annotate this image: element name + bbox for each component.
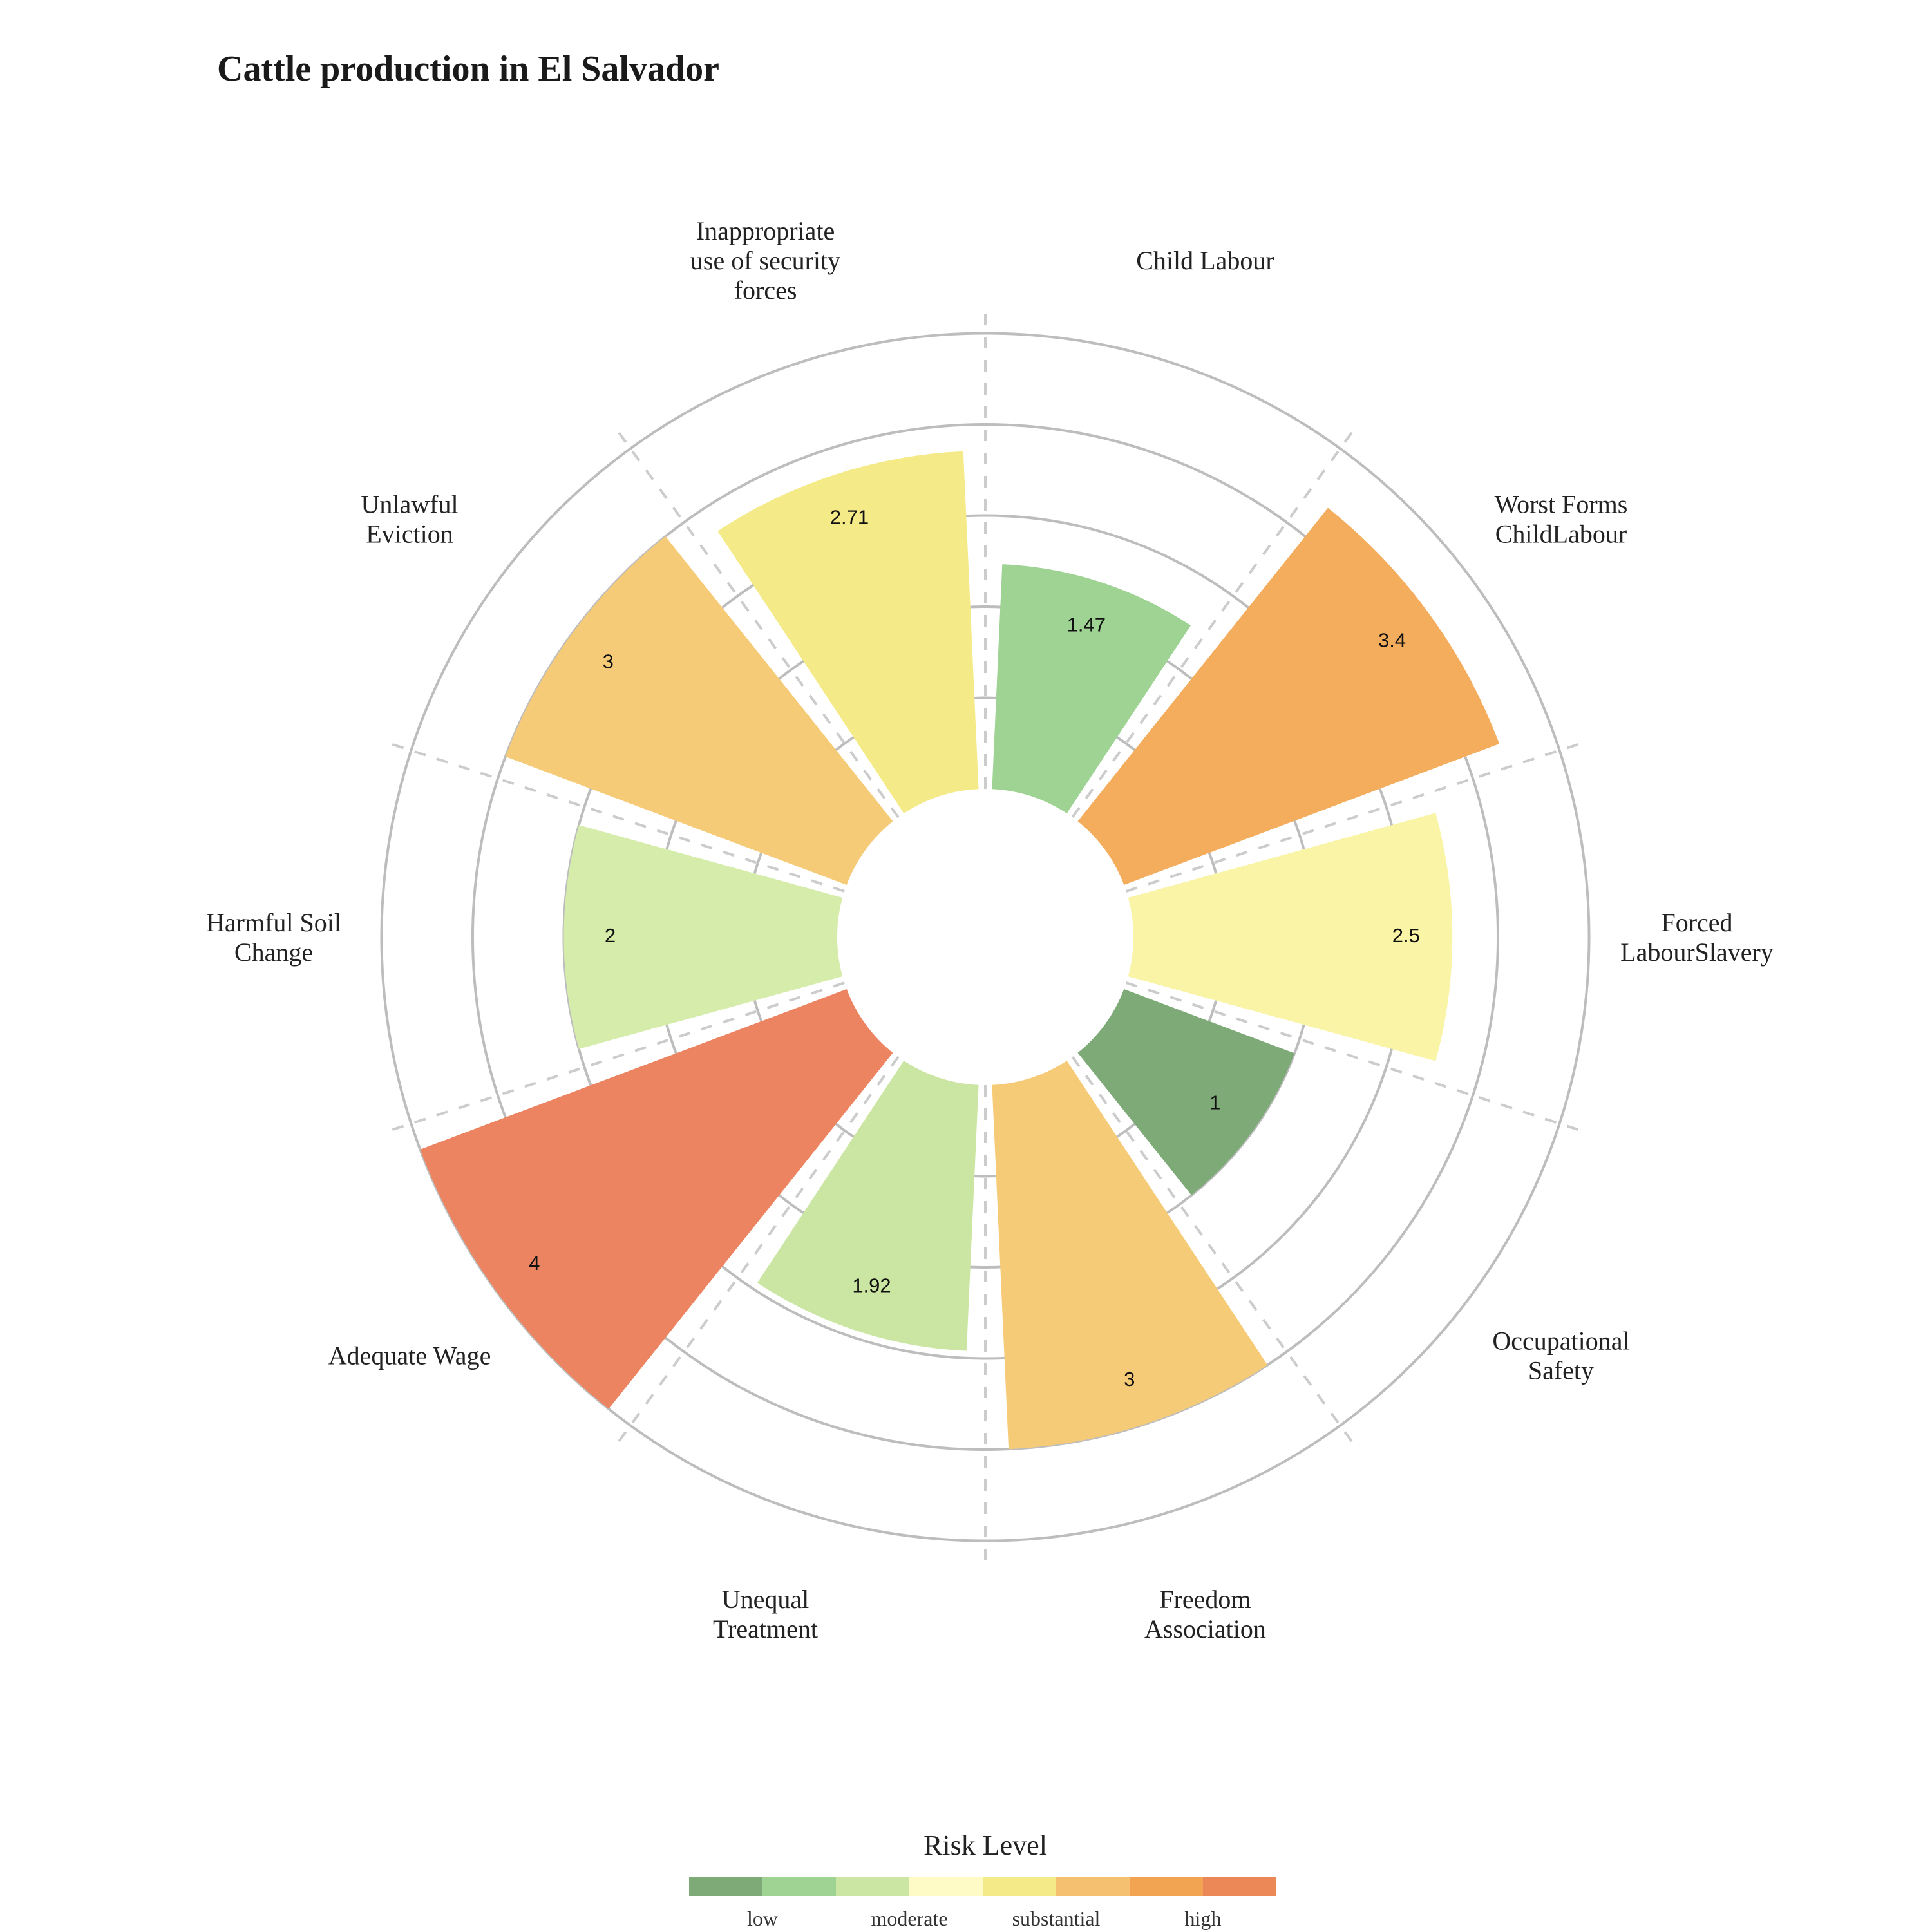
category-label-line: Association (1144, 1615, 1266, 1643)
category-label-8: Unlawful Eviction (361, 489, 458, 548)
legend-swatch-4 (983, 1877, 1056, 1896)
legend-label-0: low (747, 1907, 778, 1930)
value-label-5: 1.92 (852, 1274, 891, 1296)
value-labels: 1.47 3.4 2.5 1 3 1.92 4 2 3 2.71 (529, 506, 1420, 1390)
legend-swatches (689, 1877, 1276, 1896)
value-label-0: 1.47 (1067, 613, 1106, 636)
bar-0 (992, 564, 1191, 813)
category-label-line: Inappropriate (696, 216, 835, 245)
bar-1 (1077, 507, 1500, 886)
legend-swatch-5 (1056, 1877, 1130, 1896)
chart-title: Cattle production in El Salvador (217, 49, 719, 89)
bar-9 (717, 451, 979, 813)
category-label-line: Safety (1528, 1356, 1594, 1385)
category-label-line: use of security (690, 246, 840, 275)
category-label-9: Inappropriate use of security forces (690, 216, 840, 305)
legend-swatch-3 (909, 1877, 983, 1896)
legend-label-1: moderate (871, 1907, 947, 1930)
grid-circle-4 (380, 332, 1591, 1542)
value-label-9: 2.71 (830, 506, 869, 529)
legend-swatch-6 (1130, 1877, 1203, 1896)
value-label-1: 3.4 (1378, 629, 1406, 651)
bar-7 (564, 825, 843, 1049)
bar-6 (420, 989, 893, 1409)
category-label-line: LabourSlavery (1620, 938, 1774, 967)
category-label-line: Worst Forms (1495, 489, 1628, 518)
bar-3 (1077, 989, 1295, 1195)
spoke-line-0 (1071, 425, 1358, 819)
bar-8 (505, 536, 893, 886)
category-label-line: Unequal (722, 1585, 810, 1614)
spoke-line-8 (613, 425, 900, 819)
category-label-3: Occupational Safety (1492, 1327, 1629, 1385)
legend-swatch-1 (762, 1877, 836, 1896)
category-label-line: Eviction (366, 519, 453, 548)
category-label-7: Harmful Soil Change (206, 908, 341, 967)
category-label-4: Freedom Association (1144, 1585, 1266, 1643)
category-label-line: Change (234, 938, 313, 967)
category-label-line: Occupational (1492, 1327, 1629, 1356)
legend-label-3: high (1185, 1907, 1222, 1930)
legend-swatch-2 (836, 1877, 909, 1896)
bar-5 (757, 1061, 979, 1351)
category-label-line: Child Labour (1136, 246, 1274, 275)
value-label-4: 3 (1124, 1368, 1135, 1390)
category-label-line: Unlawful (361, 489, 458, 518)
category-labels: Child Labour Worst Forms ChildLabour Forced… (206, 216, 1774, 1643)
category-label-2: Forced LabourSlavery (1620, 908, 1774, 967)
category-label-5: Unequal Treatment (713, 1585, 818, 1643)
category-label-line: forces (734, 276, 797, 305)
category-label-line: Forced (1661, 908, 1732, 937)
legend-swatch-7 (1203, 1877, 1276, 1896)
category-label-6: Adequate Wage (328, 1341, 491, 1370)
spoke-line-2 (1126, 981, 1586, 1133)
legend-title: Risk Level (923, 1830, 1047, 1861)
spoke-line-7 (384, 741, 845, 893)
category-label-line: Treatment (713, 1615, 818, 1643)
category-label-line: Freedom (1159, 1585, 1251, 1614)
category-label-line: Adequate Wage (328, 1341, 491, 1370)
value-label-2: 2.5 (1392, 924, 1420, 947)
angular-spokes (384, 306, 1586, 1568)
category-label-0: Child Labour (1136, 246, 1274, 275)
legend-swatch-0 (689, 1877, 762, 1896)
risk-legend: Risk Level low moderate substantial high (689, 1830, 1276, 1930)
category-label-line: ChildLabour (1495, 519, 1627, 548)
grid-circle-3 (471, 422, 1500, 1452)
value-label-6: 4 (529, 1252, 540, 1274)
spoke-line-3 (1071, 1056, 1358, 1449)
category-label-line: Harmful Soil (206, 908, 341, 937)
spoke-line-5 (613, 1056, 900, 1449)
bars (420, 451, 1500, 1450)
value-label-8: 3 (603, 650, 614, 673)
legend-labels: low moderate substantial high (747, 1907, 1221, 1930)
bar-2 (1128, 813, 1453, 1061)
value-label-3: 1 (1209, 1091, 1220, 1113)
value-label-7: 2 (605, 924, 616, 947)
legend-label-2: substantial (1012, 1907, 1101, 1930)
bar-4 (992, 1061, 1268, 1450)
category-label-1: Worst Forms ChildLabour (1495, 489, 1628, 548)
spoke-line-6 (384, 981, 845, 1133)
spoke-line-1 (1126, 741, 1586, 893)
